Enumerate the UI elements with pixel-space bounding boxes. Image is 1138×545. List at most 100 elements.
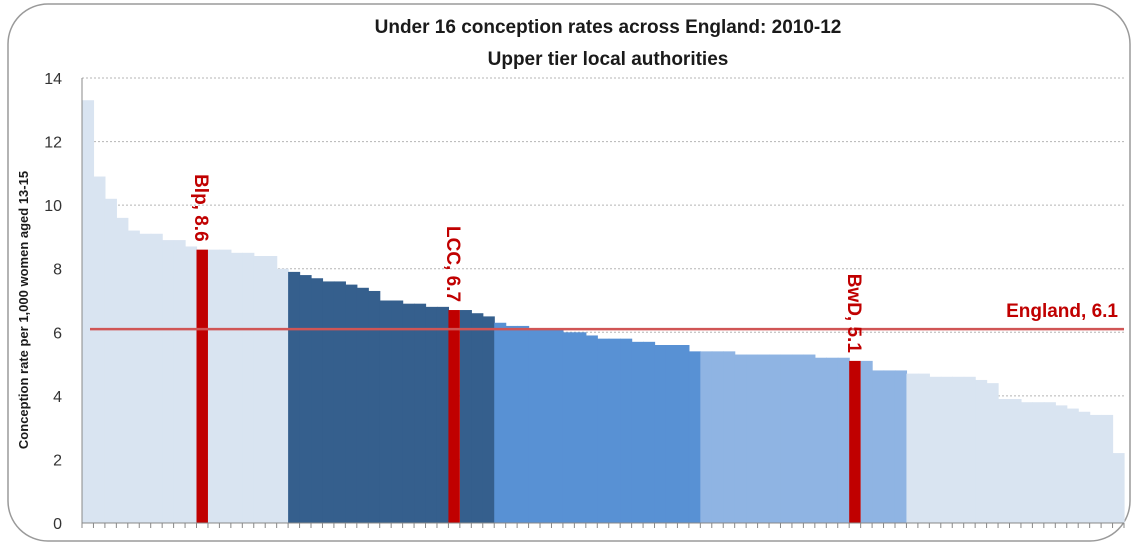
bar <box>219 249 232 523</box>
bar <box>1009 399 1022 523</box>
bar <box>139 233 152 523</box>
y-tick-label: 6 <box>53 325 62 342</box>
bar <box>998 399 1011 523</box>
bar <box>185 246 198 523</box>
bar <box>379 300 392 523</box>
bar <box>723 351 736 523</box>
bar <box>894 370 908 523</box>
bar <box>299 275 312 523</box>
bar <box>265 256 278 523</box>
bar <box>276 268 289 523</box>
highlight-bar <box>448 310 460 523</box>
bar <box>414 303 427 523</box>
y-tick-label: 2 <box>53 452 62 469</box>
bar <box>1032 402 1045 523</box>
y-tick-label: 12 <box>44 135 62 152</box>
y-tick-label: 0 <box>53 516 62 533</box>
bar <box>311 278 324 523</box>
bar <box>734 354 747 523</box>
bar <box>345 284 358 523</box>
bar <box>769 354 782 523</box>
highlight-label: Blp, 8.6 <box>190 174 211 242</box>
bar <box>883 370 896 523</box>
bar <box>1043 402 1056 523</box>
bar <box>711 351 724 523</box>
bar <box>746 354 759 523</box>
chart-title: Under 16 conception rates across England… <box>375 17 842 38</box>
bar <box>540 329 553 523</box>
bar <box>322 281 335 523</box>
bar <box>814 357 827 523</box>
bar <box>127 230 140 524</box>
bar <box>1078 411 1091 523</box>
highlight-label: LCC, 6.7 <box>442 226 463 302</box>
bar <box>173 240 186 523</box>
bar <box>574 332 587 523</box>
bar <box>665 345 679 523</box>
y-axis-label: Conception rate per 1,000 women aged 13-… <box>16 171 31 449</box>
bar <box>791 354 804 523</box>
chart-subtitle: Upper tier local authorities <box>488 49 729 70</box>
bar <box>242 252 255 524</box>
bar <box>459 310 472 523</box>
bar <box>1055 405 1068 523</box>
bar <box>207 249 221 523</box>
bar <box>288 271 301 523</box>
bar <box>368 290 381 523</box>
bar <box>93 176 106 524</box>
bar <box>780 354 793 523</box>
bar <box>425 306 438 523</box>
bar <box>162 240 175 523</box>
bar <box>677 345 690 523</box>
bar <box>391 300 404 523</box>
bar <box>1112 453 1125 523</box>
axes <box>81 78 1125 528</box>
bar <box>952 376 965 523</box>
bar <box>975 379 988 523</box>
y-tick-label: 14 <box>44 71 62 88</box>
bar <box>528 329 541 523</box>
bar <box>700 351 713 523</box>
annotations: England, 6.1 Blp, 8.6 LCC, 6.7 BwD, 5.1 <box>90 174 1124 353</box>
bar <box>837 357 850 523</box>
bar <box>436 306 450 523</box>
bar <box>620 338 633 523</box>
bar <box>803 354 816 523</box>
bar <box>333 281 346 523</box>
bar <box>688 351 701 523</box>
bar <box>494 322 507 523</box>
bar <box>402 303 415 523</box>
highlight-bar <box>849 360 861 523</box>
bar <box>940 376 953 523</box>
bar <box>654 345 667 523</box>
bar <box>963 376 976 523</box>
y-tick-label: 8 <box>53 262 62 279</box>
bar <box>757 354 770 523</box>
bar <box>150 233 163 523</box>
bar <box>608 338 621 523</box>
bar <box>562 332 575 523</box>
bar <box>1101 414 1114 523</box>
bar <box>230 252 243 524</box>
bars <box>82 100 1125 524</box>
bar <box>986 383 999 523</box>
reference-label: England, 6.1 <box>1006 301 1118 322</box>
bar <box>917 373 930 523</box>
highlight-bar <box>196 249 208 523</box>
bar <box>643 341 656 523</box>
bar <box>253 256 266 523</box>
bar <box>505 325 518 523</box>
bar <box>551 329 564 523</box>
bar <box>906 373 919 523</box>
y-tick-label: 4 <box>53 389 62 406</box>
bar <box>482 316 495 523</box>
bar <box>631 341 644 523</box>
y-tick-label: 10 <box>44 198 62 215</box>
highlight-label: BwD, 5.1 <box>843 274 864 354</box>
bar <box>82 100 95 523</box>
bar <box>356 287 369 523</box>
bar <box>860 360 873 523</box>
bar <box>597 338 610 523</box>
